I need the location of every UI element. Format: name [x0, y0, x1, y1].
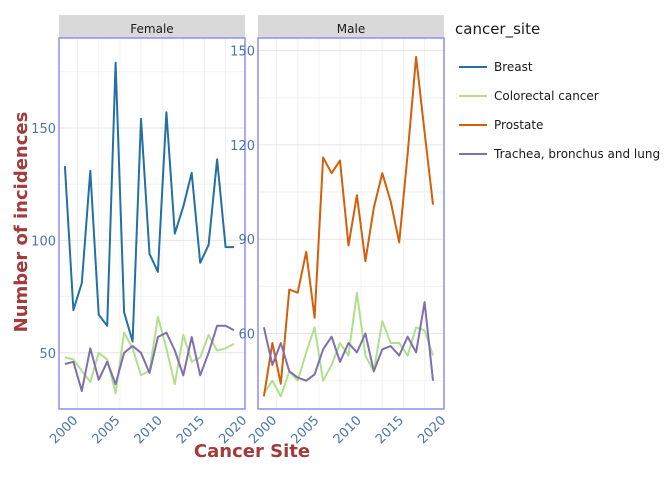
y-axis-title: Number of incidences [11, 112, 32, 333]
panel-border [58, 37, 246, 410]
facet-strip-label: Male [337, 22, 365, 36]
y-tick-label: 100 [31, 234, 56, 249]
x-tick-label: 2015 [373, 413, 407, 447]
y-tick-label: 120 [230, 139, 255, 154]
series-line-prostate [262, 55, 434, 397]
facet-strip-label: Female [130, 22, 173, 36]
x-tick-label: 2000 [47, 413, 81, 447]
y-tick-label: 150 [31, 122, 56, 137]
series-line-trachea-bronchus-and-lung [64, 324, 235, 392]
y-tick-label: 150 [230, 45, 255, 60]
legend-title: cancer_site [455, 20, 540, 39]
y-tick-label: 50 [39, 347, 56, 362]
x-tick-label: 2010 [132, 413, 166, 447]
x-tick-label: 2005 [89, 413, 123, 447]
x-tick-label: 2020 [415, 413, 449, 447]
y-tick-label: 90 [238, 233, 255, 248]
panel-border [257, 37, 445, 410]
legend-label: Prostate [494, 118, 543, 132]
legend-label: Colorectal cancer [494, 89, 599, 103]
series-line-breast [63, 61, 234, 343]
plot-area [59, 38, 245, 409]
legend-label: Breast [494, 60, 533, 74]
facet-strip [59, 15, 245, 38]
x-axis-title: Cancer Site [194, 441, 310, 462]
x-tick-label: 2010 [331, 413, 365, 447]
legend-label: Trachea, bronchus and lung [493, 147, 660, 161]
series-line-trachea-bronchus-and-lung [262, 301, 434, 382]
facet-strip [258, 15, 444, 38]
y-tick-label: 60 [238, 328, 255, 343]
legend: cancer_site Breast Colorectal cancer Prost… [455, 20, 660, 161]
